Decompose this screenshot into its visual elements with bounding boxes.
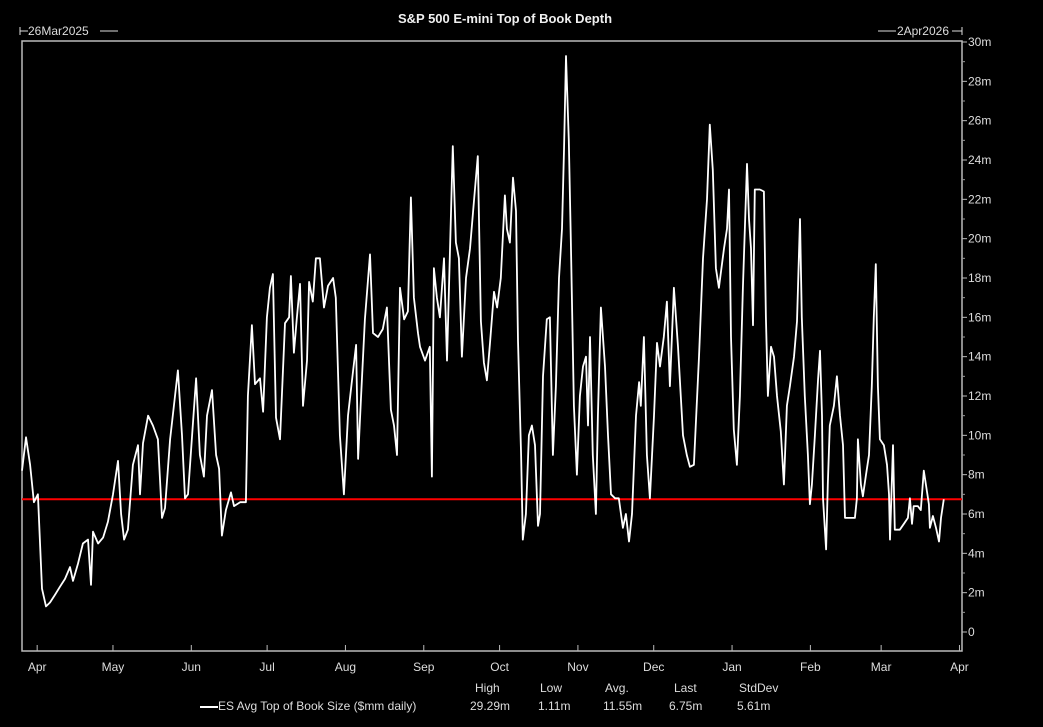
x-tick-label: Dec [643,660,664,674]
y-tick-label: 14m [968,350,991,364]
x-tick-label: Oct [490,660,509,674]
plot-frame [21,40,963,652]
legend-series-label: ES Avg Top of Book Size ($mm daily) [218,699,417,713]
y-tick-label: 18m [968,271,991,285]
stat-stddev-header: StdDev [739,681,779,695]
end-date-label: 2Apr2026 [896,24,949,38]
x-tick-label: Apr [950,660,969,674]
legend-entry: ES Avg Top of Book Size ($mm daily) [200,699,416,713]
stat-last-value: 6.75m [669,699,703,713]
x-tick-label: Nov [567,660,588,674]
x-tick-label: Feb [800,660,821,674]
y-tick-label: 2m [968,586,985,600]
x-tick-label: Jul [259,660,274,674]
y-tick-label: 4m [968,546,985,560]
y-tick-label: 0 [968,625,975,639]
stat-avg-header: Avg. [605,681,629,695]
stat-last-header: Last [674,681,697,695]
stat-avg-value: 11.55m [603,699,643,713]
x-tick-label: Jun [182,660,201,674]
y-tick-label: 10m [968,428,991,442]
y-tick-label: 24m [968,153,991,167]
stat-low-value: 1.11m [538,699,571,713]
y-tick-label: 30m [968,35,991,49]
x-tick-label: Sep [413,660,435,674]
y-tick-label: 20m [968,232,991,246]
start-date-label: 26Mar2025 [28,24,89,38]
x-tick-label: Apr [28,660,47,674]
series-line [21,55,945,608]
x-tick-label: Jan [722,660,741,674]
y-tick-label: 12m [968,389,991,403]
y-tick-label: 8m [968,468,985,482]
chart-title: S&P 500 E-mini Top of Book Depth [397,11,613,26]
y-tick-label: 22m [968,192,991,206]
stat-stddev-value: 5.61m [737,699,771,713]
y-tick-label: 16m [968,310,991,324]
x-tick-label: May [102,660,125,674]
x-tick-label: Mar [871,660,892,674]
y-tick-label: 28m [968,74,991,88]
stat-high-value: 29.29m [470,699,511,713]
y-tick-label: 6m [968,507,985,521]
x-tick-label: Aug [335,660,356,674]
y-tick-label: 26m [968,114,991,128]
stat-high-header: High [475,681,500,695]
legend-line-swatch [200,705,218,708]
stat-low-header: Low [540,681,563,695]
